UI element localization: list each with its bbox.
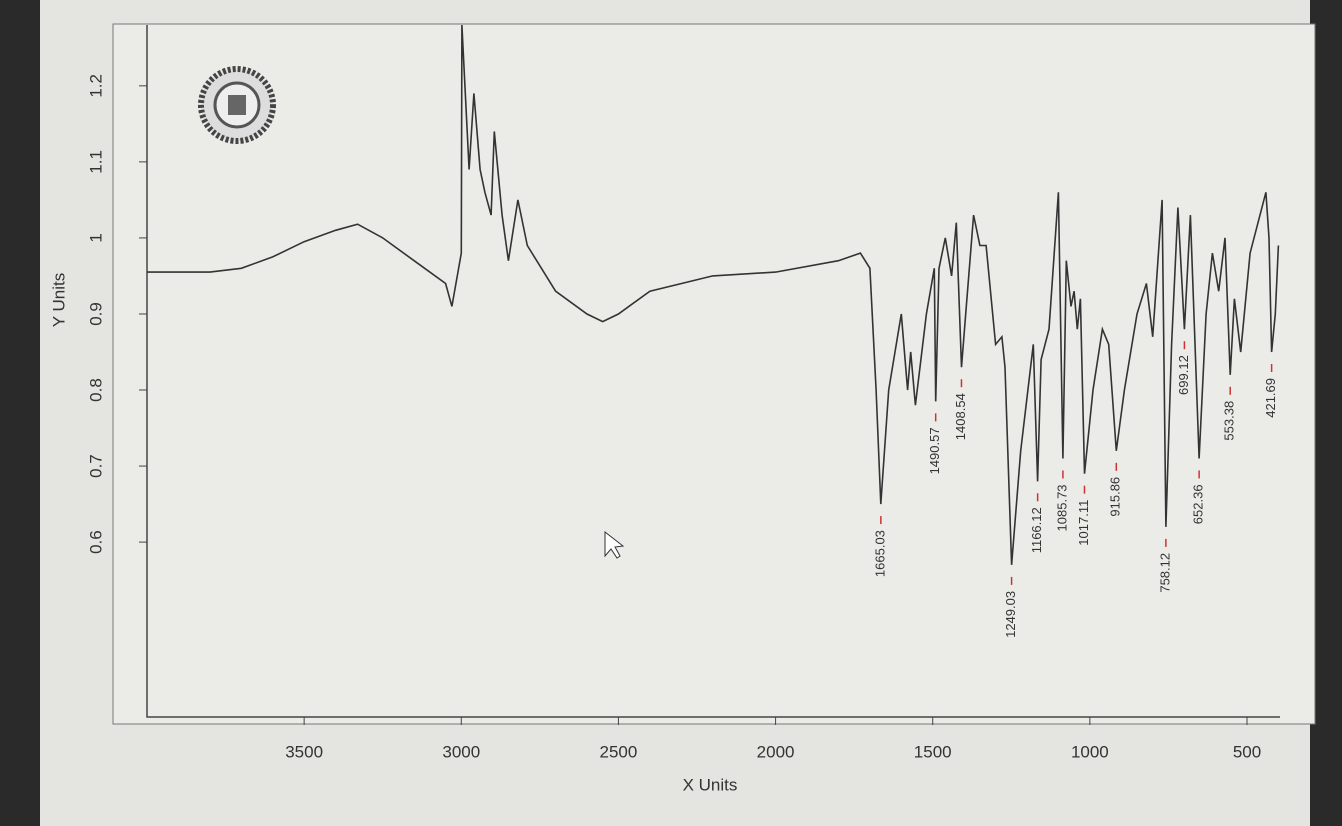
peak-label: 699.12 <box>1176 355 1191 395</box>
peak-label: 1408.54 <box>953 393 968 440</box>
logo <box>198 66 276 144</box>
axis-box <box>146 25 1280 718</box>
y-tick-label: 0.8 <box>86 378 105 402</box>
peak-label: 1490.57 <box>927 427 942 474</box>
peak-label: 553.38 <box>1222 401 1237 441</box>
y-tick-label: 1.1 <box>86 150 105 174</box>
spectrum-line <box>147 24 1280 565</box>
peak-label: 1017.11 <box>1076 500 1091 546</box>
y-axis-label: Y Units <box>49 273 68 328</box>
peak-label: 758.12 <box>1157 553 1172 593</box>
peak-label: 1249.03 <box>1003 591 1018 638</box>
x-tick-label: 1000 <box>1071 742 1109 761</box>
peak-label: 915.86 <box>1108 477 1123 517</box>
y-tick-label: 0.6 <box>86 530 105 554</box>
peak-label: 1085.73 <box>1054 484 1069 531</box>
y-tick-label: 1.2 <box>86 74 105 98</box>
x-tick-label: 2500 <box>600 742 638 761</box>
peak-label: 1166.12 <box>1029 507 1044 553</box>
peak-label: 1665.03 <box>872 530 887 577</box>
peak-label: 421.69 <box>1263 378 1278 418</box>
x-axis-label: X Units <box>683 775 738 794</box>
x-tick-label: 1500 <box>914 742 952 761</box>
x-tick-label: 500 <box>1233 742 1261 761</box>
x-tick-label: 3000 <box>442 742 480 761</box>
x-tick-label: 2000 <box>757 742 795 761</box>
cursor <box>604 530 625 559</box>
y-tick-label: 0.7 <box>86 454 105 478</box>
peak-label: 652.36 <box>1191 484 1206 524</box>
y-tick-label: 1 <box>86 233 105 242</box>
frame <box>112 23 1316 725</box>
y-tick-label: 0.9 <box>86 302 105 326</box>
x-tick-label: 3500 <box>285 742 323 761</box>
